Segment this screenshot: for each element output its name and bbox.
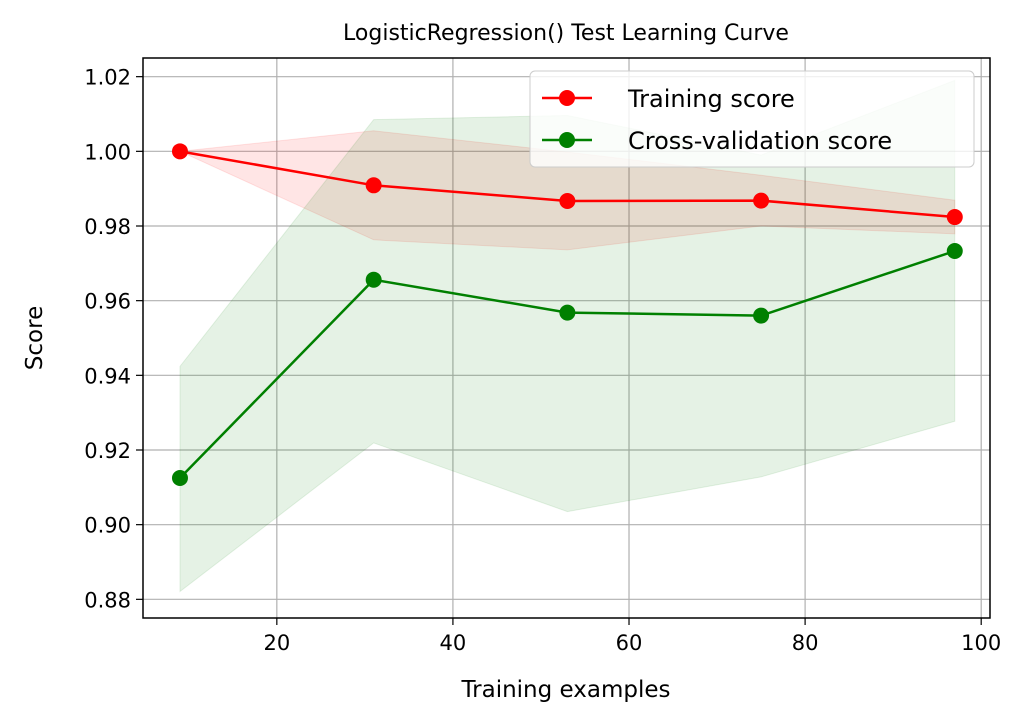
x-tick-label: 20 [263, 631, 290, 655]
point-training [753, 192, 770, 209]
legend: Training score Cross-validation score [529, 70, 975, 168]
point-training [171, 143, 188, 160]
y-axis-label: Score [22, 306, 48, 370]
legend-box [529, 70, 975, 168]
legend-label-training: Training score [627, 85, 795, 113]
point-training [946, 209, 963, 226]
plot-frame [142, 57, 991, 619]
y-tick-label: 1.00 [84, 140, 131, 164]
point-training [365, 177, 382, 194]
y-tick-label: 0.94 [84, 364, 131, 388]
legend-marker-training [559, 90, 575, 106]
y-tick-label: 0.92 [84, 439, 131, 463]
y-tick-label: 1.02 [84, 66, 131, 90]
y-tick-label: 0.90 [84, 514, 131, 538]
x-tick-label: 100 [961, 631, 1001, 655]
point-cross-validation [171, 470, 188, 486]
axis-ticks: 20 40 60 80 100 0.88 0.90 0.92 0.94 0.96 0.98 1.00 1… [84, 66, 1001, 655]
score-lines [171, 143, 963, 486]
x-axis-label: Training examples [460, 677, 670, 703]
point-cross-validation [365, 271, 382, 288]
legend-label-cross-validation: Cross-validation score [628, 127, 892, 155]
x-tick-label: 40 [440, 631, 467, 655]
x-tick-label: 60 [616, 631, 643, 655]
x-tick-label: 80 [792, 631, 819, 655]
y-tick-label: 0.96 [84, 290, 131, 314]
point-training [559, 192, 576, 209]
chart-title: LogisticRegression() Test Learning Curve [343, 21, 789, 46]
point-cross-validation [753, 307, 770, 324]
y-tick-label: 0.88 [84, 588, 131, 612]
y-tick-label: 0.98 [84, 215, 131, 239]
point-cross-validation [946, 243, 963, 260]
point-cross-validation [559, 304, 576, 321]
legend-marker-cross-validation [559, 132, 575, 148]
